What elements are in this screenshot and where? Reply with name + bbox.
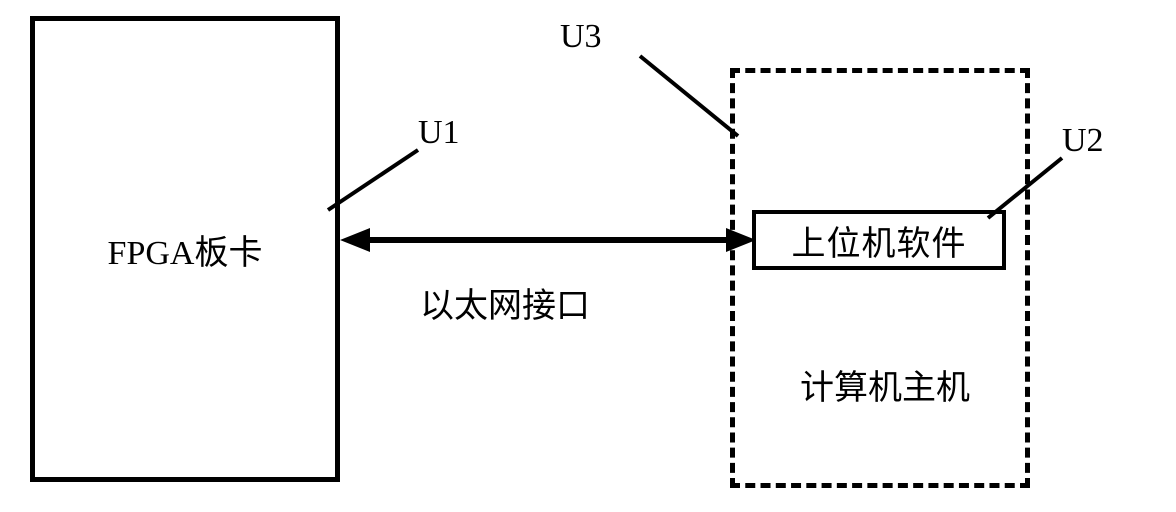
- leader-lines: [0, 0, 1176, 512]
- u1-label: U1: [418, 114, 460, 152]
- diagram-canvas: FPGA板卡 计算机主机 上位机软件 以太网接口 U1 U2 U3: [0, 0, 1176, 512]
- u2-label: U2: [1062, 122, 1104, 160]
- u3-label: U3: [560, 18, 602, 56]
